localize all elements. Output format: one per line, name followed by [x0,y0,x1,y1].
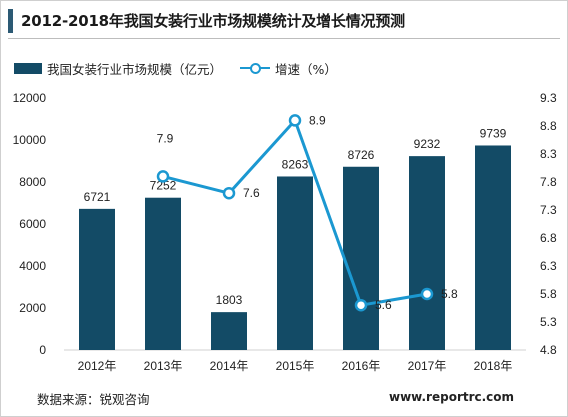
x-axis-tick-label: 2017年 [408,359,447,373]
bar [343,166,379,350]
bar [211,312,247,350]
growth-value-label: 5.6 [375,298,392,312]
bar [277,176,313,350]
website-label: www.reportrc.com [389,390,515,404]
bar [145,197,181,350]
bar [79,208,115,350]
growth-point [222,186,236,200]
right-axis-tick-label: 7.8 [540,175,557,189]
bar-value-label: 7252 [150,179,177,193]
growth-value-label: 7.9 [157,131,174,145]
left-axis-tick-label: 10000 [13,133,47,147]
right-axis-tick-label: 5.8 [540,287,557,301]
bar-value-label: 8263 [282,157,309,171]
right-axis-tick-label: 8.8 [540,119,557,133]
bar [475,145,511,350]
x-axis-tick-label: 2018年 [474,359,513,373]
bar-value-label: 9739 [480,126,507,140]
bar-value-label: 8726 [348,148,375,162]
legend-bar-swatch [14,62,42,74]
right-axis-tick-label: 6.8 [540,231,557,245]
legend-line-label: 增速（%） [275,61,337,77]
bar [409,156,445,350]
left-axis-tick-label: 8000 [19,175,46,189]
data-source: 数据来源：锐观咨询 [37,392,150,407]
left-axis-tick-label: 6000 [19,217,46,231]
chart-title: 2012-2018年我国女装行业市场规模统计及增长情况预测 [21,12,405,30]
right-axis-tick-label: 6.3 [540,259,557,273]
bar-value-label: 9232 [414,137,441,151]
growth-value-label: 8.9 [309,113,326,127]
growth-point [420,287,434,301]
x-axis-tick-label: 2012年 [78,359,117,373]
left-axis-tick-label: 0 [39,343,46,357]
right-axis-tick-label: 4.8 [540,343,557,357]
legend-bar-label: 我国女装行业市场规模（亿元） [47,61,223,77]
left-axis-tick-label: 12000 [13,91,47,105]
left-axis-tick-label: 4000 [19,259,46,273]
right-axis-tick-label: 9.3 [540,91,557,105]
right-axis-tick-label: 8.3 [540,147,557,161]
x-axis-tick-label: 2015年 [276,359,315,373]
right-axis-tick-label: 7.3 [540,203,557,217]
growth-point [288,114,302,127]
growth-point [156,170,170,183]
growth-value-label: 5.8 [441,287,458,301]
bar-value-label: 6721 [84,190,111,204]
x-axis-tick-label: 2013年 [144,359,183,373]
growth-point [354,298,368,312]
title-divider [8,38,560,39]
bar-value-label: 1803 [216,293,243,307]
growth-value-label: 7.6 [243,186,260,200]
legend: 我国女装行业市场规模（亿元） 增速（%） [14,59,337,77]
title-accent-bar [8,9,13,33]
right-axis-tick-label: 5.3 [540,315,557,329]
x-axis-tick-label: 2016年 [342,359,381,373]
legend-line-swatch [240,62,271,74]
x-axis-tick-label: 2014年 [210,359,249,373]
left-axis-tick-label: 2000 [19,301,46,315]
